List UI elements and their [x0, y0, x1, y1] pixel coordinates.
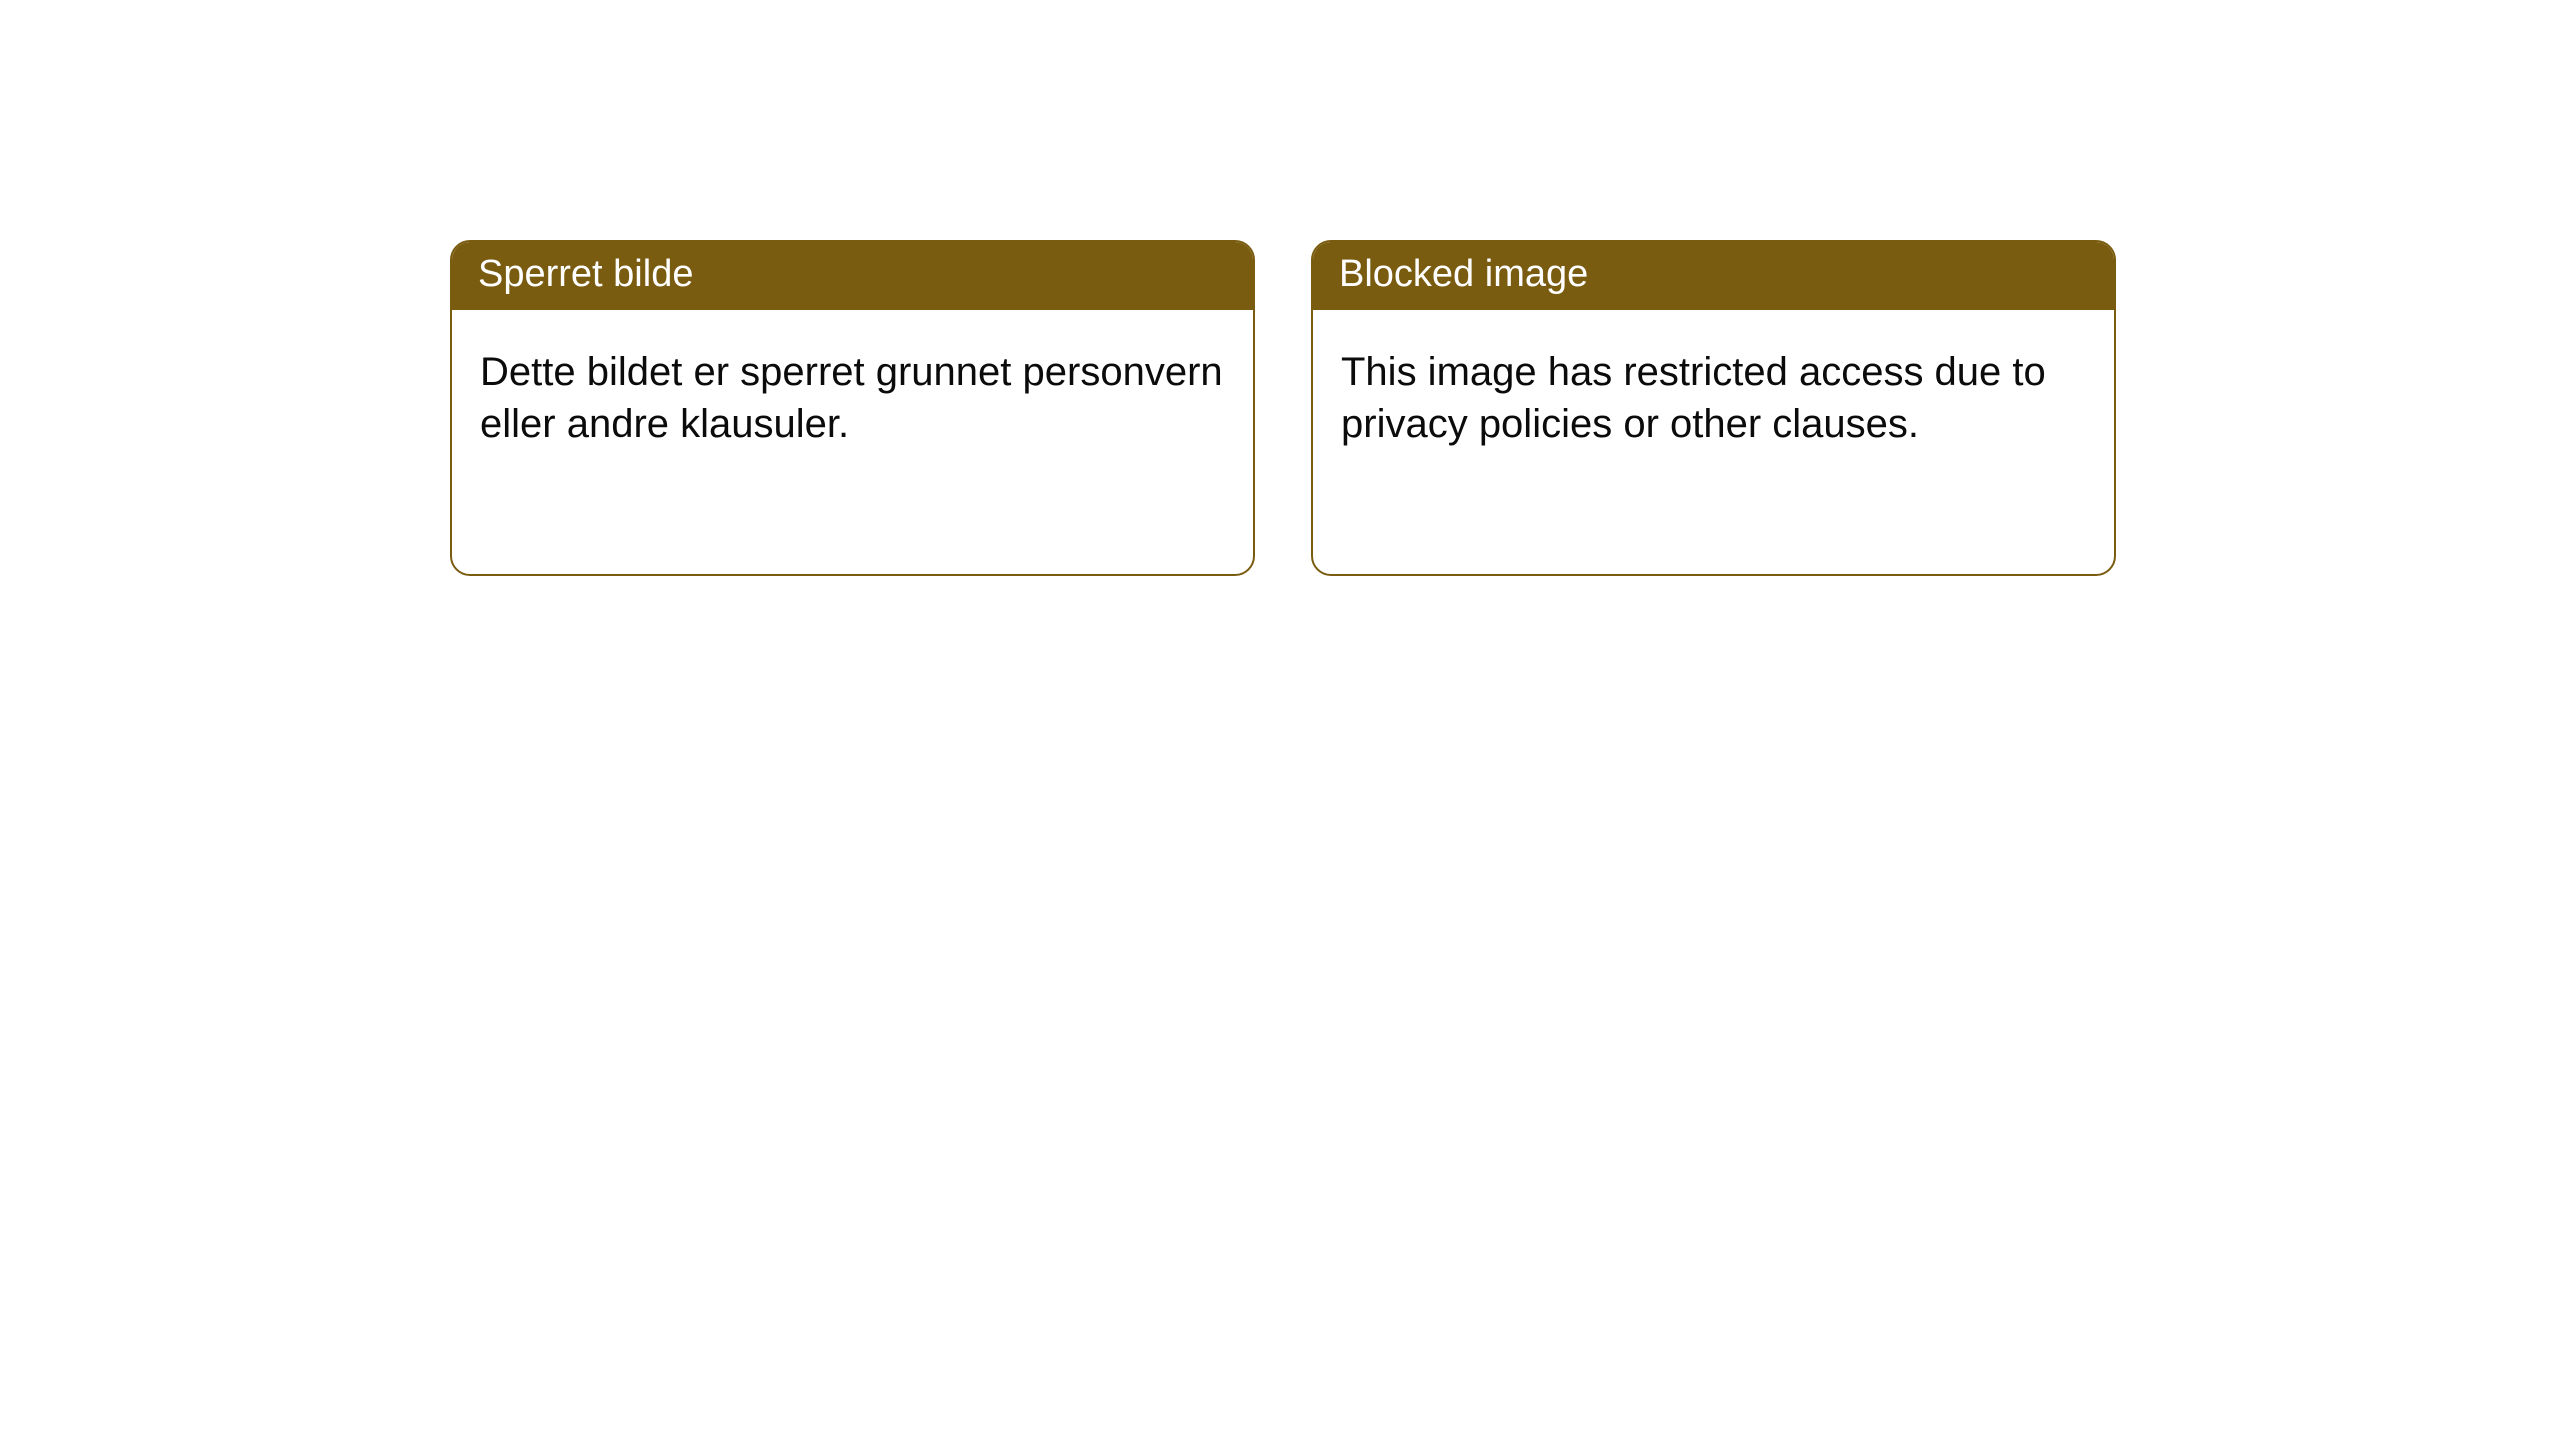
card-body: This image has restricted access due to … — [1313, 310, 2114, 478]
blocked-image-cards: Sperret bilde Dette bildet er sperret gr… — [450, 240, 2116, 576]
card-body: Dette bildet er sperret grunnet personve… — [452, 310, 1253, 478]
card-body-text: Dette bildet er sperret grunnet personve… — [480, 350, 1223, 446]
card-header: Blocked image — [1313, 242, 2114, 310]
card-header: Sperret bilde — [452, 242, 1253, 310]
card-title: Sperret bilde — [478, 253, 693, 295]
blocked-image-card-no: Sperret bilde Dette bildet er sperret gr… — [450, 240, 1255, 576]
card-body-text: This image has restricted access due to … — [1341, 350, 2046, 446]
card-title: Blocked image — [1339, 253, 1588, 295]
blocked-image-card-en: Blocked image This image has restricted … — [1311, 240, 2116, 576]
